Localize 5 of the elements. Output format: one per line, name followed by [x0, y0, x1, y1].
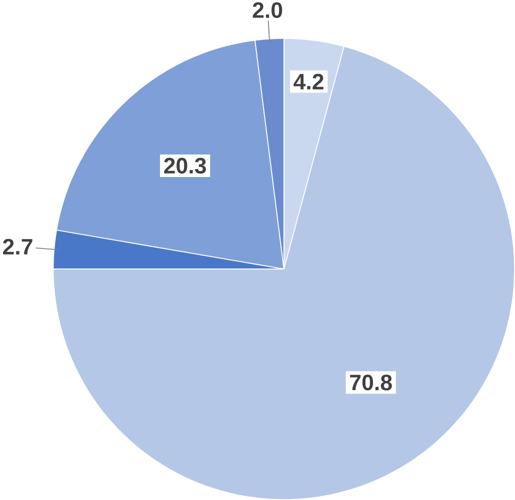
data-label: 2.0: [252, 2, 282, 18]
data-label: 4.2: [294, 74, 324, 90]
data-label: 2.7: [3, 238, 32, 254]
data-label: 70.8: [350, 374, 392, 390]
data-label: 20.3: [164, 158, 206, 174]
